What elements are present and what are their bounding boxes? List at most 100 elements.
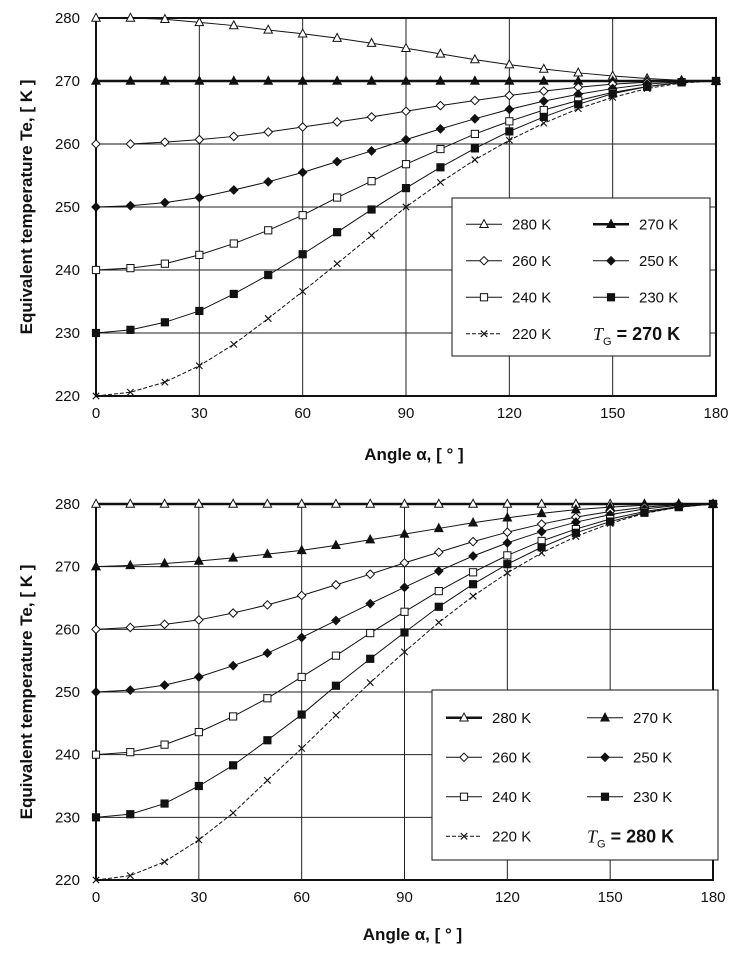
data-point [469, 592, 477, 600]
legend-marker [605, 218, 617, 228]
data-point [367, 205, 376, 214]
data-point [264, 270, 273, 280]
data-point [606, 517, 615, 526]
data-point [366, 628, 375, 638]
x-axis-label: Angle α, [ ° ] [364, 445, 463, 464]
data-point [536, 498, 547, 508]
data-point [505, 117, 514, 126]
y-axis-label: Equivalent temperature Te, [ K ] [17, 565, 36, 820]
legend: 280 K 270 K 260 K 250 K 240 K 230 K 220 K TG = … [451, 197, 711, 357]
data-point [92, 876, 100, 884]
legend-label: 250 K [633, 749, 672, 766]
data-point [365, 498, 376, 508]
legend-marker [459, 792, 469, 801]
data-point [504, 104, 515, 115]
data-point [91, 813, 101, 822]
data-point [159, 197, 170, 208]
series-220-K [92, 77, 720, 400]
data-point [332, 32, 343, 42]
data-point [230, 340, 238, 348]
data-point [502, 512, 513, 522]
x-axis-label: Angle α, [ ° ] [363, 925, 462, 944]
data-point [435, 100, 446, 111]
legend-label: 280 K [492, 710, 531, 727]
data-point [401, 160, 411, 169]
legend-marker [480, 330, 488, 338]
data-point [90, 12, 102, 22]
data-point [504, 58, 515, 69]
data-point [471, 156, 479, 164]
data-point [609, 93, 617, 101]
data-point [640, 509, 649, 517]
data-point [433, 498, 444, 508]
data-point [263, 736, 272, 745]
y-tick-label: 260 [55, 621, 80, 638]
legend-marker [600, 752, 610, 763]
x-tick-label: 120 [495, 889, 520, 906]
data-point [297, 710, 306, 719]
data-point [643, 84, 651, 93]
legend-label: 280 K [512, 216, 551, 233]
data-point [436, 163, 445, 172]
data-point [228, 498, 239, 508]
legend: 280 K 270 K 260 K 250 K 240 K 230 K 220 K TG = … [431, 689, 719, 861]
data-point [228, 75, 239, 85]
legend-marker [599, 711, 611, 722]
x-tick-label: 0 [92, 889, 100, 906]
data-point [263, 176, 274, 187]
legend-marker [460, 832, 468, 840]
data-point [333, 193, 342, 202]
data-point [194, 192, 205, 203]
legend-marker [606, 293, 616, 302]
data-point [228, 660, 239, 671]
data-point [538, 549, 546, 557]
data-point [468, 568, 478, 577]
data-point [433, 566, 444, 576]
data-point [296, 590, 307, 601]
data-point [468, 498, 479, 508]
data-point [434, 602, 443, 611]
data-point [194, 728, 203, 737]
data-point [195, 306, 204, 316]
data-point [402, 203, 410, 211]
data-point [434, 587, 443, 596]
data-point [399, 582, 410, 593]
data-point [160, 858, 169, 866]
x-tick-label: 30 [190, 889, 207, 906]
data-point [193, 498, 204, 508]
legend-label: 230 K [639, 289, 678, 306]
data-point [367, 231, 376, 239]
data-point [400, 628, 409, 637]
x-tick-label: 150 [600, 405, 625, 422]
data-point [401, 106, 411, 117]
data-point [126, 388, 135, 396]
data-point [331, 651, 341, 660]
data-point [540, 119, 548, 127]
data-point [263, 127, 274, 137]
data-point [297, 167, 308, 178]
data-point [125, 622, 136, 633]
data-point [504, 75, 515, 85]
y-axis-label: Equivalent temperature Te, [ K ] [17, 80, 36, 335]
data-point [194, 134, 205, 145]
data-point [366, 654, 375, 663]
data-point [400, 607, 409, 616]
data-point [297, 122, 308, 132]
data-point [126, 264, 135, 273]
data-point [503, 560, 512, 569]
data-point [401, 134, 411, 145]
tg-annotation: TG = 280 K [587, 826, 674, 850]
data-point [643, 82, 652, 91]
data-point [536, 507, 547, 518]
y-tick-label: 240 [55, 262, 80, 279]
data-point [470, 144, 479, 153]
data-point [400, 42, 412, 52]
x-tick-label: 120 [497, 405, 522, 422]
data-point [470, 129, 479, 139]
data-point [264, 314, 272, 323]
data-point [297, 27, 308, 38]
data-point [159, 75, 170, 85]
x-tick-label: 180 [703, 405, 728, 422]
data-point [709, 500, 717, 508]
legend-marker [478, 218, 490, 228]
